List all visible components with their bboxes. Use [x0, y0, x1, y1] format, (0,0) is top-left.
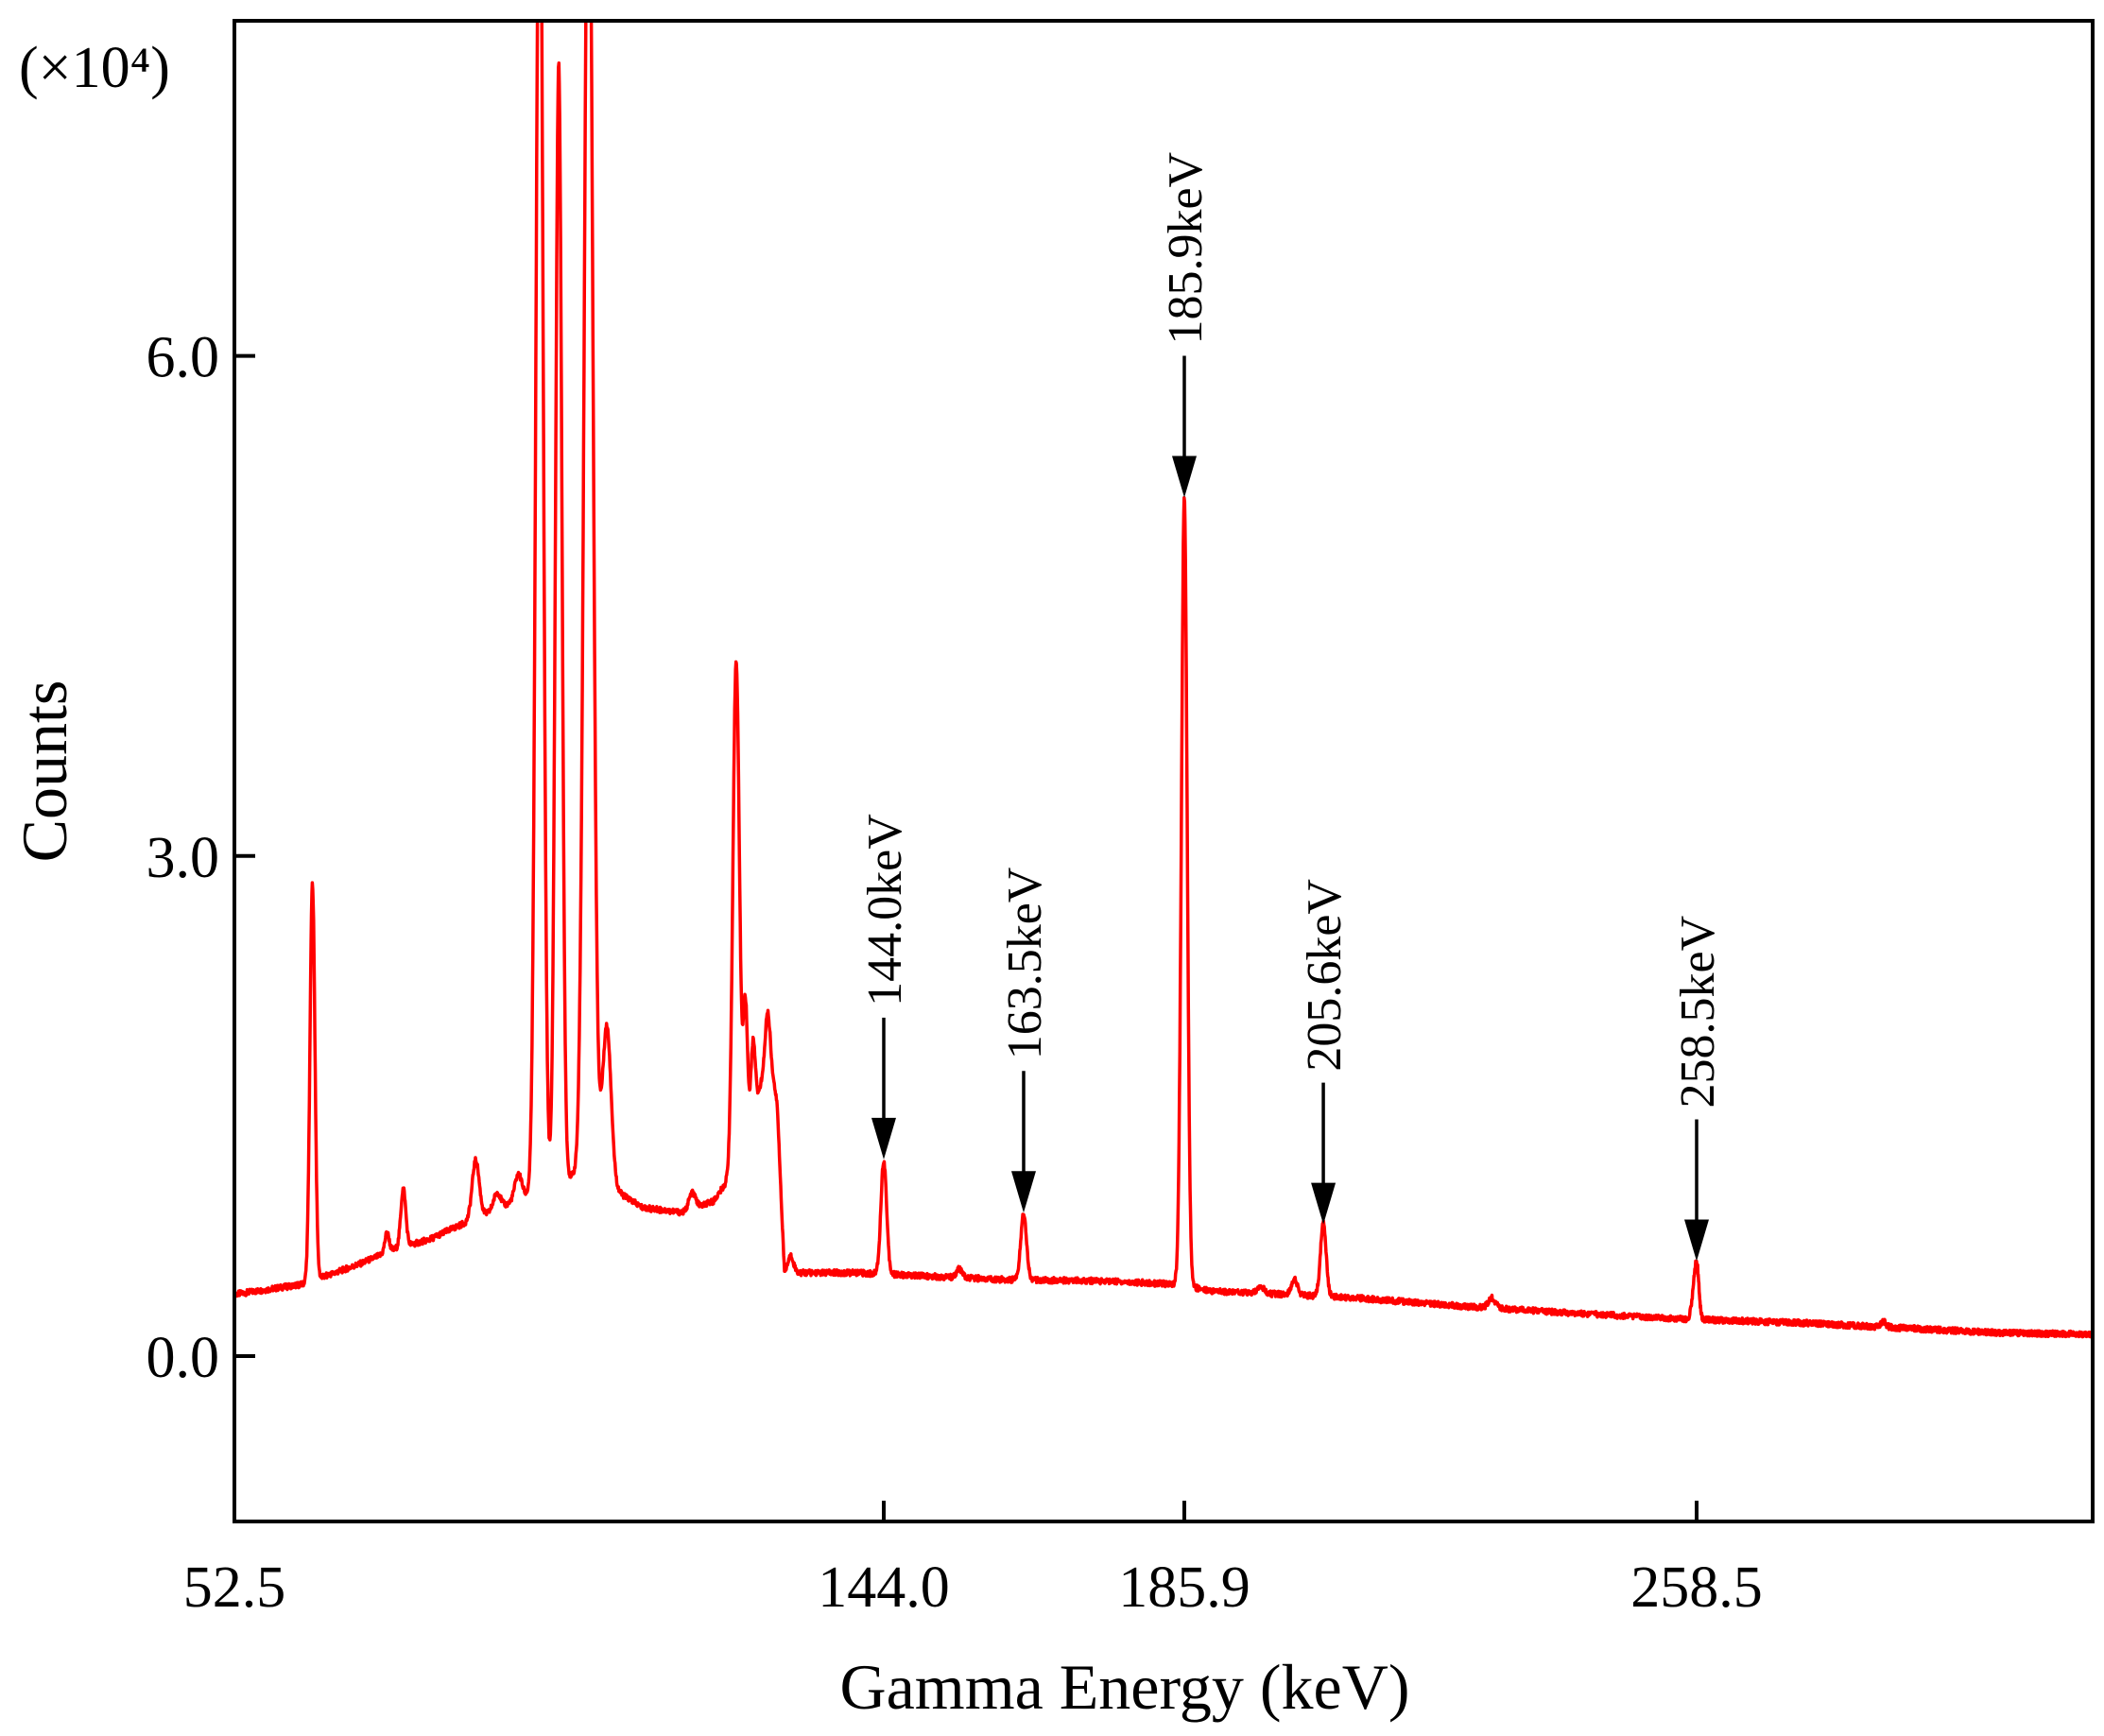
y-axis-title: Counts: [9, 680, 80, 863]
peak-annotation: 144.0keV: [858, 814, 912, 1160]
x-tick-label: 144.0: [818, 1556, 950, 1620]
annotation-label: 185.9keV: [1159, 152, 1213, 345]
x-axis: 52.5 144.0 185.9 258.5: [183, 1501, 1763, 1620]
annotation-label: 205.6keV: [1298, 879, 1352, 1072]
annotation-label: 163.5keV: [998, 868, 1052, 1060]
y-tick-label: 3.0: [147, 826, 220, 890]
plot-frame: [233, 19, 2095, 1523]
y-tick-label: 6.0: [147, 326, 220, 390]
peak-annotation: 185.9keV: [1159, 152, 1213, 498]
peak-annotation: 163.5keV: [998, 868, 1052, 1213]
x-tick-label: 52.5: [183, 1556, 286, 1620]
y-axis: 0.0 3.0 6.0: [147, 326, 255, 1390]
annotation-label: 258.5keV: [1671, 916, 1725, 1109]
x-axis-title: Gamma Energy (keV): [840, 1651, 1410, 1723]
annotation-arrow-head: [1172, 455, 1197, 498]
peak-annotation: 258.5keV: [1671, 916, 1725, 1262]
peak-annotations: 144.0keV 163.5keV 185.9keV 205.6keV 258.5keV: [858, 152, 1725, 1262]
x-tick-label: 185.9: [1118, 1556, 1250, 1620]
peak-annotation: 205.6keV: [1298, 879, 1352, 1225]
annotation-arrow-head: [1684, 1219, 1709, 1262]
annotation-label: 144.0keV: [858, 814, 912, 1006]
annotation-arrow-head: [1010, 1171, 1036, 1213]
annotation-arrow-head: [871, 1117, 896, 1160]
annotation-arrow-head: [1311, 1182, 1337, 1225]
y-tick-label: 0.0: [147, 1326, 220, 1390]
spectrum-line: [234, 21, 2093, 1339]
x-tick-label: 258.5: [1630, 1556, 1763, 1620]
y-scale-label: (×10⁴): [19, 36, 170, 100]
